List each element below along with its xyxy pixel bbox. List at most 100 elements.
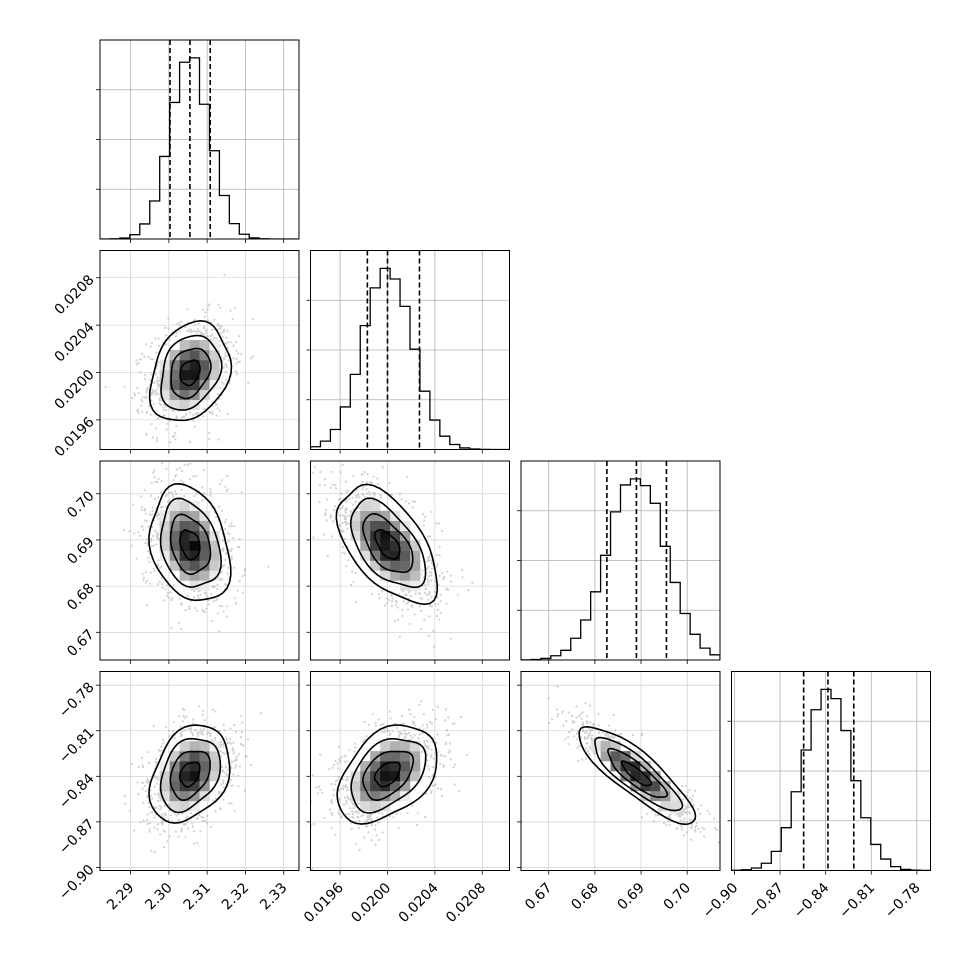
- density-cell: [179, 560, 190, 571]
- density-cell: [350, 530, 361, 541]
- contour-3: [148, 724, 231, 824]
- density-cell: [400, 780, 411, 792]
- histogram-p2: [521, 478, 720, 660]
- density-cell: [350, 510, 361, 521]
- density-cell: [169, 540, 180, 551]
- density-cell: [390, 540, 401, 551]
- density-cell: [380, 790, 391, 802]
- density-cell: [209, 761, 220, 772]
- density-cell: [199, 550, 210, 561]
- hist-bar: [140, 224, 150, 239]
- hist-bar: [630, 479, 640, 660]
- density-cell: [169, 800, 180, 812]
- density-cell: [640, 790, 651, 802]
- density-cell: [209, 340, 220, 351]
- density-cell: [159, 389, 170, 401]
- density-cell: [360, 540, 371, 551]
- density-cell: [179, 790, 190, 802]
- density-cell: [159, 771, 170, 782]
- density-cell: [620, 751, 631, 762]
- density-cell: [410, 550, 421, 561]
- density-cell: [189, 540, 200, 551]
- density-cell: [620, 771, 631, 782]
- y-tick-label-p1: 0.0204: [52, 319, 98, 365]
- density-cell: [179, 500, 190, 512]
- density-cell: [380, 510, 391, 521]
- density-cell: [410, 560, 421, 571]
- contour-3: [148, 482, 232, 602]
- contour-1: [361, 750, 415, 802]
- hist-bar: [591, 592, 601, 660]
- density-cell: [360, 780, 371, 792]
- density-cell: [189, 369, 200, 381]
- density-cell: [390, 560, 401, 571]
- contour-2: [350, 737, 427, 814]
- density-cell: [209, 530, 220, 541]
- density-cell: [179, 350, 190, 361]
- y-tick-label-p2: 0.67: [64, 627, 97, 660]
- hist-bar: [180, 62, 190, 239]
- density-cell: [370, 790, 381, 802]
- hist-bar: [450, 445, 460, 450]
- density-cell: [169, 560, 180, 571]
- y-tick-label-p1: 0.0196: [52, 414, 98, 460]
- density-cell: [189, 350, 200, 361]
- y-tick-label-p2: 0.68: [64, 580, 97, 613]
- hist-bar: [640, 486, 650, 660]
- density-cell: [400, 741, 411, 752]
- density-cell: [410, 570, 421, 581]
- density-cell: [350, 790, 361, 802]
- hist-bar: [200, 104, 210, 239]
- panel-content: [100, 40, 299, 239]
- density-cell: [360, 761, 371, 772]
- panel-0-0: [96, 39, 300, 243]
- density-cell: [400, 570, 411, 581]
- y-tick-label-p3: −0.87: [56, 816, 98, 858]
- density-cell: [600, 741, 611, 752]
- density-cell: [169, 780, 180, 792]
- density-cell: [209, 359, 220, 371]
- hist-bar: [871, 844, 881, 870]
- density-cell: [610, 761, 621, 772]
- density-cell: [189, 580, 200, 591]
- hist-bar: [400, 306, 410, 449]
- density-cell: [179, 771, 190, 782]
- density-cell: [169, 350, 180, 361]
- y-tick-label-p3: −0.84: [56, 771, 98, 813]
- hist-bar: [150, 201, 160, 239]
- hist-bar: [811, 710, 821, 871]
- density-cell: [660, 800, 671, 812]
- density-cell: [380, 800, 391, 812]
- density-cell: [390, 771, 401, 782]
- panel-frame: [520, 460, 721, 661]
- density-cell: [400, 560, 411, 571]
- hist-bar: [851, 781, 861, 871]
- panel-frame: [731, 671, 931, 871]
- density-cell: [159, 530, 170, 541]
- density-cell: [209, 560, 220, 571]
- density-cell: [370, 550, 381, 561]
- hist-bar: [160, 156, 170, 239]
- hist-bar: [561, 650, 571, 660]
- panel-3-2: [517, 671, 721, 875]
- panel-frame: [99, 39, 300, 240]
- density-cell: [159, 520, 170, 531]
- hist-bar: [390, 279, 400, 449]
- x-tick-label-p2: 0.67: [522, 880, 555, 913]
- hist-bar: [650, 503, 660, 660]
- density-cell: [370, 500, 381, 512]
- density-cell: [169, 389, 180, 401]
- hist-bar: [571, 638, 581, 660]
- density-cell: [660, 780, 671, 792]
- hist-bar: [340, 407, 350, 450]
- density-cell: [199, 369, 210, 381]
- density-cell: [199, 389, 210, 401]
- hist-bar: [320, 441, 330, 449]
- density-cell: [169, 771, 180, 782]
- contour-3: [148, 319, 233, 422]
- hist-bar: [761, 863, 771, 870]
- density-cell: [360, 500, 371, 512]
- density-cell: [350, 771, 361, 782]
- hist-bar: [621, 485, 631, 660]
- density-cell: [370, 780, 381, 792]
